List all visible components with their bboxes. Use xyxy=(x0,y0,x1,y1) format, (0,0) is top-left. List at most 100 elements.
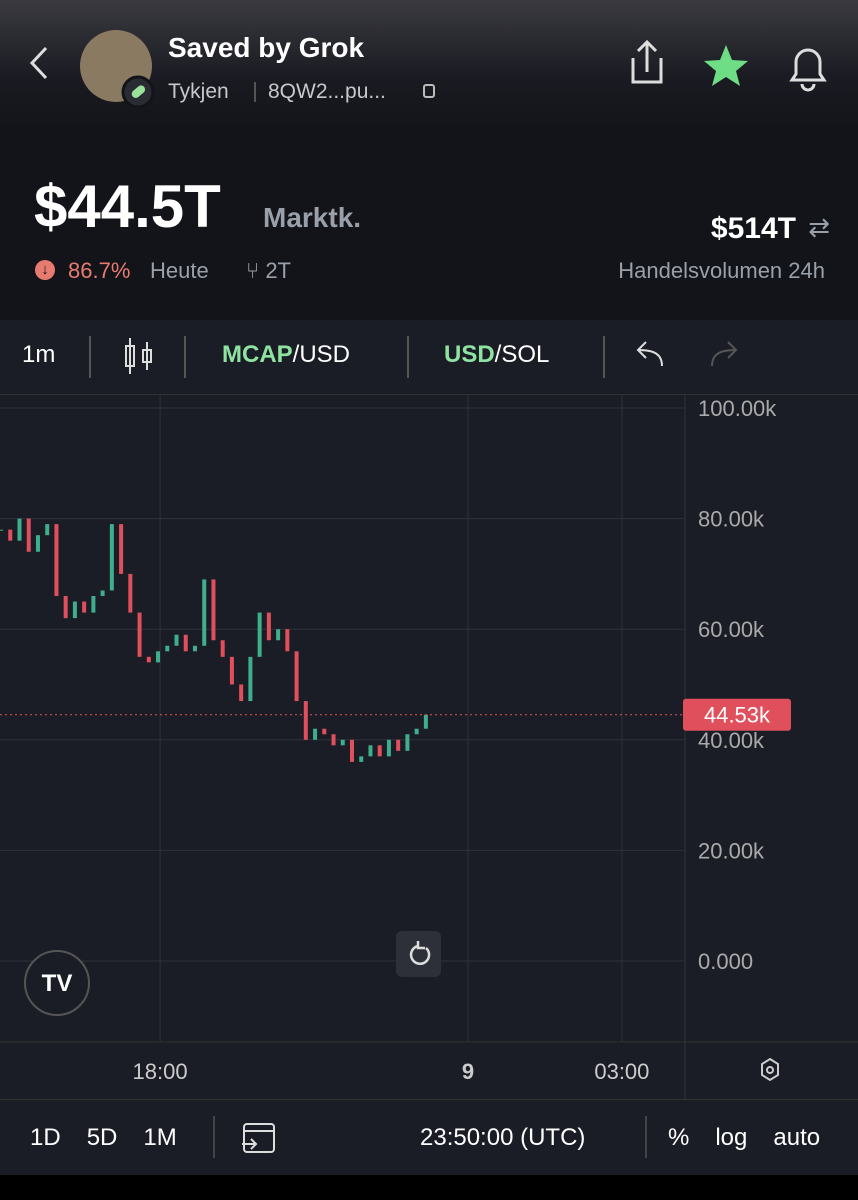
candle xyxy=(183,634,188,652)
candle xyxy=(414,728,419,735)
bell-icon[interactable] xyxy=(789,48,827,92)
pair-mcap-usd[interactable]: MCAP/USD xyxy=(222,341,350,369)
share-icon[interactable] xyxy=(631,39,663,84)
stats-panel xyxy=(0,130,858,320)
holders-value: 2T xyxy=(265,258,291,283)
toolbar-dividers xyxy=(89,336,605,378)
pill-icon xyxy=(131,85,146,98)
scale-option[interactable]: auto xyxy=(773,1124,821,1151)
toolbar-border xyxy=(0,394,858,395)
y-tick-label: 80.00k xyxy=(698,507,765,532)
candle xyxy=(285,629,290,652)
star-icon[interactable] xyxy=(704,45,748,86)
candle xyxy=(174,634,179,646)
chart-panel xyxy=(0,320,858,1175)
candle xyxy=(0,529,4,531)
candle xyxy=(82,601,87,613)
change-period: Heute xyxy=(150,258,209,283)
holders: ⑂ 2T xyxy=(246,258,291,283)
y-tick-label: 100.00k xyxy=(698,396,777,421)
creator[interactable]: Tykjen xyxy=(168,80,229,103)
range-button[interactable]: 1D xyxy=(30,1124,61,1151)
candle xyxy=(35,535,40,552)
token-title: Saved by Grok xyxy=(168,32,365,63)
down-icon: ↓ xyxy=(35,260,55,280)
change: 86.7% xyxy=(68,258,131,283)
candle xyxy=(100,590,105,597)
x-tick-label: 9 xyxy=(462,1059,474,1084)
candle xyxy=(405,734,410,751)
candle xyxy=(340,739,345,746)
pair-quote: /SOL xyxy=(494,341,550,368)
candle xyxy=(359,756,364,762)
scale-option[interactable]: log xyxy=(715,1124,748,1151)
plot xyxy=(0,395,685,1042)
redo-icon[interactable] xyxy=(711,341,738,367)
toolbar-icons xyxy=(89,336,738,378)
y-tick-label: 20.00k xyxy=(698,838,765,863)
price-tag xyxy=(683,698,791,731)
address[interactable]: 8QW2...pu... xyxy=(268,80,386,103)
date-range-icon[interactable] xyxy=(240,1118,280,1158)
copy-icon[interactable] xyxy=(423,84,435,98)
pair-base: MCAP xyxy=(222,341,293,368)
divider xyxy=(645,1116,647,1158)
divider xyxy=(213,1116,215,1158)
candle xyxy=(386,739,391,757)
candle xyxy=(45,524,50,536)
candle xyxy=(54,524,59,597)
candle xyxy=(349,739,354,762)
clock[interactable]: 23:50:00 (UTC) xyxy=(420,1124,586,1151)
candle xyxy=(423,714,428,729)
divider xyxy=(254,82,256,102)
back-button[interactable] xyxy=(29,46,48,80)
bottom-border xyxy=(0,1099,858,1100)
candle xyxy=(165,645,170,652)
candle xyxy=(331,734,336,746)
swap-icon[interactable]: ⇄ xyxy=(808,212,830,242)
candle xyxy=(91,596,96,613)
scale-option[interactable]: % xyxy=(668,1124,690,1151)
candle xyxy=(63,596,68,619)
candle xyxy=(17,518,22,541)
candle xyxy=(128,573,133,613)
candle xyxy=(211,579,216,641)
y-tick-label: 40.00k xyxy=(698,728,765,753)
market-cap: $44.5T xyxy=(34,173,221,240)
candle xyxy=(257,612,262,657)
candle xyxy=(368,745,373,757)
settings-icon xyxy=(766,1066,774,1074)
tv-logo-text: TV xyxy=(42,970,73,997)
undo-icon[interactable] xyxy=(636,341,663,367)
chart: TV 0.000 20.00k 40.00k 60.00k 80.00k 100.00k 1… xyxy=(0,395,858,1100)
y-tick-label: 60.00k xyxy=(698,617,765,642)
candle xyxy=(239,684,244,702)
candle xyxy=(229,656,234,685)
candle-icon[interactable] xyxy=(125,338,152,374)
candle xyxy=(72,601,77,619)
candle xyxy=(377,745,382,757)
interval[interactable]: 1m xyxy=(22,341,56,368)
candle xyxy=(248,656,253,702)
candle xyxy=(202,579,207,646)
y-tick-label: 0.000 xyxy=(698,949,753,974)
reset-button[interactable] xyxy=(396,931,441,977)
settings-icon[interactable] xyxy=(761,1057,779,1082)
reset-icon xyxy=(409,941,431,966)
tv-logo[interactable] xyxy=(24,950,90,1016)
candle xyxy=(220,640,225,657)
scale-options: % log auto xyxy=(668,1124,820,1152)
header-icons xyxy=(29,30,827,109)
pair-quote: /USD xyxy=(292,341,351,368)
range-button[interactable]: 5D xyxy=(86,1124,118,1151)
range-button[interactable]: 1M xyxy=(143,1124,177,1151)
x-tick-label: 18:00 xyxy=(133,1059,188,1084)
pair-base: USD xyxy=(444,341,495,368)
volume-label: Handelsvolumen 24h xyxy=(618,258,825,283)
pair-usd-sol[interactable]: USD/SOL xyxy=(444,341,549,369)
candle xyxy=(303,701,308,740)
market-cap-label: Marktk. xyxy=(263,202,362,233)
range-buttons: 1D 5D 1M xyxy=(30,1124,177,1152)
candle xyxy=(294,651,299,702)
